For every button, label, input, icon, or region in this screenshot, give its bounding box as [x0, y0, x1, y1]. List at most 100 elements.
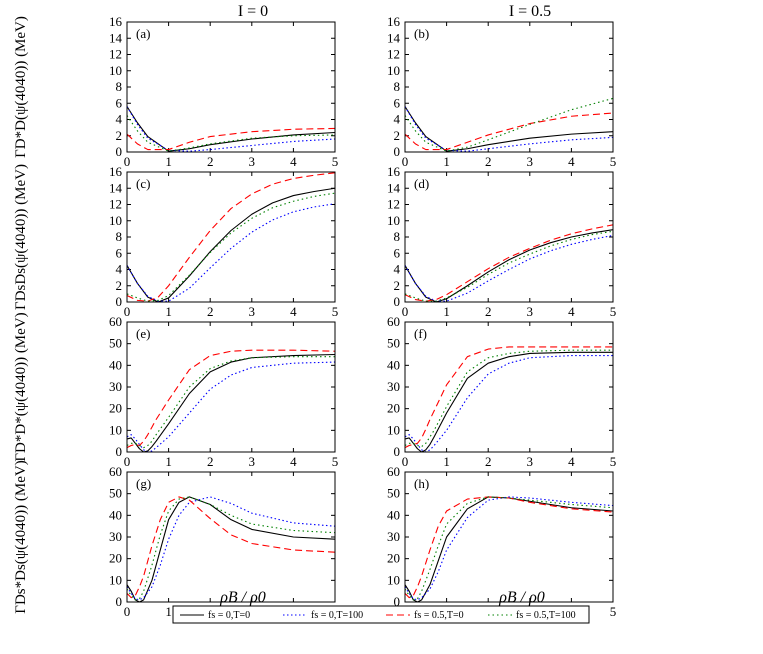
y-tick-label: 60 [109, 314, 122, 329]
x-tick-label: 3 [249, 154, 256, 169]
y-tick-label: 0 [116, 144, 123, 159]
series-line-3 [405, 496, 613, 601]
x-tick-label: 3 [527, 154, 534, 169]
series-line-2 [405, 346, 613, 449]
x-axis-label-left: ρB / ρ0 [219, 589, 266, 606]
x-tick-label: 1 [443, 154, 450, 169]
plot-frame [404, 171, 614, 303]
series-line-0 [405, 351, 613, 452]
y-tick-label: 40 [109, 507, 122, 522]
y-tick-label: 20 [109, 401, 122, 416]
series-line-0 [405, 229, 613, 302]
x-tick-label: 2 [207, 304, 214, 319]
x-tick-label: 1 [165, 604, 172, 619]
y-tick-label: 12 [387, 47, 400, 62]
y-tick-label: 30 [387, 529, 400, 544]
panel-label: (g) [136, 476, 151, 491]
y-tick-label: 0 [394, 594, 401, 609]
y-tick-label: 40 [387, 507, 400, 522]
y-tick-label: 0 [394, 294, 401, 309]
y-tick-label: 0 [116, 594, 123, 609]
plot-frame [404, 21, 614, 153]
x-tick-label: 2 [485, 154, 492, 169]
x-tick-label: 0 [402, 454, 409, 469]
y-tick-label: 6 [394, 95, 401, 110]
y-tick-label: 60 [109, 464, 122, 479]
x-tick-label: 5 [332, 304, 339, 319]
x-tick-label: 1 [165, 154, 172, 169]
y-tick-label: 6 [116, 95, 123, 110]
x-axis-label-right: ρB / ρ0 [498, 589, 545, 606]
series-line-2 [127, 349, 335, 449]
x-tick-label: 0 [402, 304, 409, 319]
y-tick-label: 2 [394, 278, 401, 293]
y-tick-label: 50 [109, 486, 122, 501]
legend-label-2: fs = 0.5,T=0 [414, 610, 464, 621]
y-tick-label: 0 [116, 444, 123, 459]
y-tick-label: 6 [116, 245, 123, 260]
series-line-3 [127, 192, 335, 302]
series-line-1 [405, 234, 613, 302]
series-line-3 [127, 496, 335, 601]
plot-frame [404, 471, 614, 603]
column-title-right: I = 0.5 [509, 3, 551, 20]
series-line-2 [405, 112, 613, 151]
x-tick-label: 5 [332, 454, 339, 469]
x-tick-label: 3 [249, 454, 256, 469]
y-axis-label: ΓDsDs(ψ(4040)) (MeV) [13, 164, 29, 310]
legend: fs = 0,T=0 fs = 0,T=100 fs = 0.5,T=0 fs = 0… [172, 605, 590, 624]
legend-label-1: fs = 0,T=100 [311, 610, 363, 621]
y-tick-label: 40 [387, 357, 400, 372]
panel-5: 0 10 20 30 40 50 60 0 1 2 3 4 5 (f) [387, 314, 616, 469]
y-tick-label: 2 [116, 128, 123, 143]
series-line-1 [127, 106, 335, 152]
panel-label: (f) [414, 326, 427, 341]
x-tick-label: 0 [402, 154, 409, 169]
y-tick-label: 0 [394, 144, 401, 159]
panel-label: (d) [414, 176, 429, 191]
x-tick-label: 3 [527, 304, 534, 319]
panel-label: (e) [136, 326, 150, 341]
plot-frame [126, 321, 336, 453]
y-tick-label: 20 [387, 551, 400, 566]
y-tick-label: 50 [387, 336, 400, 351]
x-tick-label: 5 [610, 604, 617, 619]
plot-frame [404, 321, 614, 453]
series-line-2 [405, 224, 613, 302]
y-tick-label: 0 [116, 294, 123, 309]
series-line-0 [127, 106, 335, 152]
plot-frame [126, 21, 336, 153]
y-tick-label: 14 [387, 30, 401, 45]
y-tick-label: 4 [394, 112, 401, 127]
x-tick-label: 0 [124, 304, 131, 319]
series-line-2 [127, 496, 335, 599]
x-tick-label: 4 [568, 154, 575, 169]
x-tick-label: 3 [249, 304, 256, 319]
y-tick-label: 8 [116, 79, 123, 94]
series-line-0 [405, 496, 613, 602]
x-tick-label: 3 [527, 454, 534, 469]
series-line-2 [127, 127, 335, 151]
y-tick-label: 16 [387, 14, 401, 29]
x-tick-label: 0 [124, 604, 131, 619]
y-tick-label: 14 [387, 180, 401, 195]
y-tick-label: 0 [394, 444, 401, 459]
plot-frame [126, 171, 336, 303]
panel-label: (a) [136, 26, 150, 41]
series-line-0 [127, 496, 335, 602]
y-tick-label: 60 [387, 314, 400, 329]
y-tick-label: 4 [116, 112, 123, 127]
y-tick-label: 10 [109, 422, 122, 437]
y-tick-label: 50 [387, 486, 400, 501]
panel-4: 0 10 20 30 40 50 60 0 1 2 3 4 5 (e) [109, 314, 338, 469]
series-line-3 [405, 230, 613, 302]
y-tick-label: 10 [109, 572, 122, 587]
series-line-0 [127, 187, 335, 302]
y-tick-label: 16 [387, 164, 401, 179]
y-tick-label: 30 [387, 379, 400, 394]
y-tick-label: 8 [116, 229, 123, 244]
y-tick-label: 2 [116, 278, 123, 293]
x-tick-label: 0 [124, 454, 131, 469]
